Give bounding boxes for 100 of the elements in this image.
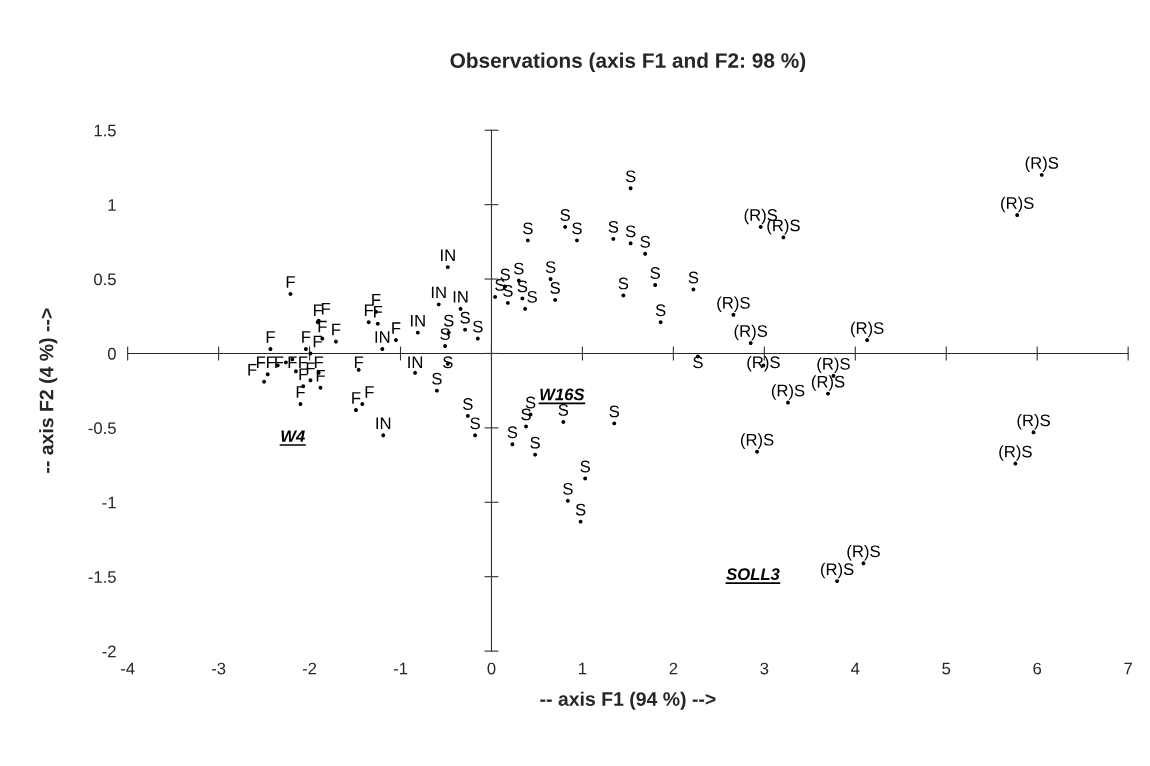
text: IN (376, 417, 391, 430)
point (628, 241, 633, 246)
series-label: (R)S (747, 355, 780, 372)
x-axis-title: -- axis F1 (94 %) --> (540, 691, 716, 710)
point (413, 370, 418, 375)
text: S (463, 398, 473, 410)
y-tick-label: -0.5 (88, 422, 116, 435)
text: S (513, 262, 524, 275)
x-tick-label: 2 (669, 662, 678, 675)
text: S (517, 280, 528, 293)
point (755, 449, 760, 454)
point (1039, 172, 1044, 177)
point (443, 344, 448, 348)
point (375, 321, 380, 326)
x-tick-label: -4 (120, 662, 135, 675)
point (298, 402, 303, 407)
point (561, 419, 566, 424)
point (611, 236, 616, 241)
y-tick-label: -1 (102, 496, 116, 509)
point (473, 433, 478, 438)
text: IN (441, 249, 455, 261)
text: (R)S (811, 375, 845, 391)
text: S (443, 356, 453, 369)
x-tick-label: 7 (1124, 662, 1132, 675)
text: F (364, 304, 374, 316)
text: (R)S (1025, 156, 1059, 173)
x-tick-label: -3 (211, 662, 226, 675)
text: (R)S (771, 384, 805, 400)
text: S (440, 328, 450, 340)
text: S (460, 311, 470, 324)
point (303, 347, 308, 351)
text: (R)S (1017, 414, 1050, 430)
point (510, 442, 515, 447)
text: S (575, 503, 586, 516)
text: F (286, 276, 295, 288)
text: (R)S (1001, 196, 1034, 213)
text: F (299, 368, 308, 380)
y-tick-label: 0.5 (94, 273, 116, 286)
text: S (432, 372, 442, 385)
text: F (314, 304, 323, 316)
point (366, 320, 371, 325)
text: S (545, 261, 556, 273)
point (533, 452, 538, 457)
text: IN (411, 314, 425, 327)
point (265, 372, 270, 377)
text: S (688, 271, 699, 284)
point (658, 320, 663, 325)
point (353, 408, 358, 412)
x-tick-label: -2 (302, 662, 317, 675)
text: S (563, 482, 573, 495)
text: F (354, 356, 364, 368)
text: F (392, 322, 401, 334)
text: S (530, 436, 540, 449)
text: S (625, 170, 636, 183)
text: F (352, 392, 361, 404)
point (293, 369, 298, 374)
point (731, 312, 736, 317)
point (548, 277, 553, 282)
text: S (550, 282, 560, 294)
text: IN (375, 331, 390, 343)
point (578, 519, 583, 524)
text: S (525, 396, 536, 409)
point (523, 306, 528, 311)
point (493, 294, 498, 299)
text: S (470, 417, 480, 430)
y-tick-label: 1 (108, 199, 116, 211)
point (653, 283, 658, 287)
text: F (314, 356, 324, 368)
legend-label: S (558, 404, 569, 416)
x-tick-label: 5 (942, 662, 951, 675)
point (786, 400, 790, 405)
text: S (527, 290, 537, 303)
text: F (257, 356, 266, 369)
point (563, 224, 568, 229)
text: (R)S (847, 544, 880, 561)
text: (R)S (717, 296, 750, 312)
text: S (650, 267, 660, 279)
text: F (267, 356, 276, 368)
text: F (288, 356, 297, 368)
annotation: SOLL3 (726, 568, 780, 581)
text: S (507, 426, 518, 439)
text: (R)S (734, 324, 768, 341)
point (262, 379, 267, 384)
series-label: IN (408, 356, 423, 368)
text: S (523, 222, 533, 235)
x-tick-label: 4 (851, 662, 860, 675)
text: S (640, 235, 650, 248)
x-tick-label: 1 (579, 662, 587, 675)
text: F (302, 331, 311, 343)
text: S (608, 220, 619, 233)
text: (R)S (851, 321, 884, 338)
point (826, 391, 830, 396)
x-tick-label: 6 (1033, 662, 1042, 675)
annotation: W16S (540, 388, 585, 401)
point (621, 293, 626, 298)
y-axis-title: -- axis F2 (4 %) --> (39, 308, 58, 473)
text: F (266, 331, 275, 343)
text: F (275, 356, 284, 368)
point (1013, 461, 1018, 466)
point (505, 300, 510, 305)
